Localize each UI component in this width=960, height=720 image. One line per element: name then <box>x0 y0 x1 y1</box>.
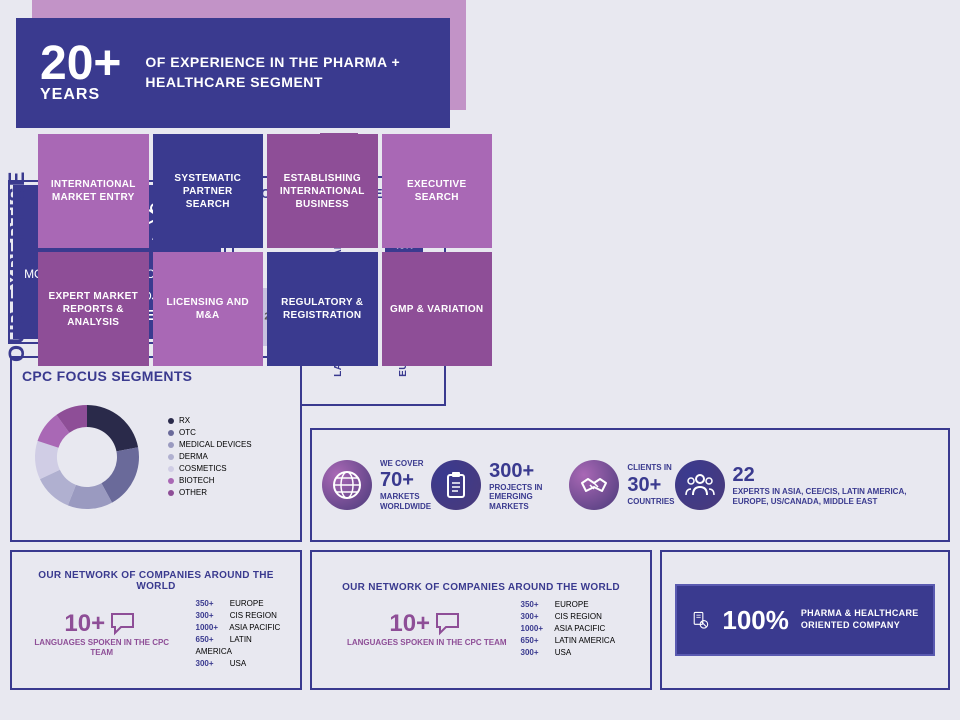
speech-icon <box>109 611 139 637</box>
stat-item: 22EXPERTS IN ASIA, CEE/CIS, LATIN AMERIC… <box>675 460 939 510</box>
puzzle-piece: REGULATORY & REGISTRATION <box>267 252 378 366</box>
pharma-text: PHARMA & HEALTHCARE ORIENTED COMPANY <box>801 608 919 631</box>
stat-item: CLIENTS IN30+COUNTRIES <box>569 460 674 510</box>
years-card: 20+ YEARS OF EXPERIENCE IN THE PHARMA + … <box>0 0 480 130</box>
puzzle-piece: EXPERT MARKET REPORTS & ANALYSIS <box>38 252 149 366</box>
pill-icon <box>691 602 710 638</box>
focus-title: CPC FOCUS SEGMENTS <box>22 368 290 384</box>
legend-item: RX <box>168 415 252 427</box>
languages-block: 10+LANGUAGES SPOKEN IN THE CPC TEAM <box>347 610 507 648</box>
network-title: OUR NETWORK OF COMPANIES AROUND THE WORL… <box>322 582 640 593</box>
puzzle-piece: EXECUTIVE SEARCH <box>382 134 493 248</box>
puzzle-piece: SYSTEMATIC PARTNER SEARCH <box>153 134 264 248</box>
legend-item: OTC <box>168 427 252 439</box>
network-title: OUR NETWORK OF COMPANIES AROUND THE WORL… <box>22 570 290 592</box>
puzzle-piece: GMP & VARIATION <box>382 252 493 366</box>
stats-panel: WE COVER70+MARKETS WORLDWIDE300+PROJECTS… <box>310 428 950 542</box>
years-text: OF EXPERIENCE IN THE PHARMA + HEALTHCARE… <box>145 53 426 92</box>
legend-item: COSMETICS <box>168 463 252 475</box>
puzzle-piece: ESTABLISHING INTERNATIONAL BUSINESS <box>267 134 378 248</box>
puzzle-piece: LICENSING AND M&A <box>153 252 264 366</box>
pharma-panel: 100% PHARMA & HEALTHCARE ORIENTED COMPAN… <box>660 550 950 690</box>
legend-item: OTHER <box>168 487 252 499</box>
stat-item: 300+PROJECTS IN EMERGING MARKETS <box>431 459 569 512</box>
globe-icon <box>322 460 372 510</box>
clipboard-icon <box>431 460 481 510</box>
regions-list: 350+ EUROPE300+ CIS REGION1000+ ASIA PAC… <box>521 599 616 659</box>
puzzle-piece: INTERNATIONAL MARKET ENTRY <box>38 134 149 248</box>
network-panel-2: OUR NETWORK OF COMPANIES AROUND THE WORL… <box>310 550 652 690</box>
donut-chart <box>22 392 152 522</box>
network-panel-1: OUR NETWORK OF COMPANIES AROUND THE WORL… <box>10 550 302 690</box>
pharma-number: 100% <box>722 605 789 636</box>
speech-icon <box>434 611 464 637</box>
handshake-icon <box>569 460 619 510</box>
languages-block: 10+LANGUAGES SPOKEN IN THE CPC TEAM <box>22 610 182 657</box>
legend-item: MEDICAL DEVICES <box>168 439 252 451</box>
legend-item: BIOTECH <box>168 475 252 487</box>
legend-item: DERMA <box>168 451 252 463</box>
people-icon <box>675 460 725 510</box>
regions-list: 350+ EUROPE300+ CIS REGION1000+ ASIA PAC… <box>196 598 290 670</box>
stat-item: WE COVER70+MARKETS WORLDWIDE <box>322 459 431 512</box>
focus-panel: CPC FOCUS SEGMENTS RXOTCMEDICAL DEVICESD… <box>10 356 302 542</box>
focus-legend: RXOTCMEDICAL DEVICESDERMACOSMETICSBIOTEC… <box>168 415 252 499</box>
expertise-title: OUR EXPERTISE <box>0 130 34 370</box>
years-number: 20+ <box>40 42 121 85</box>
